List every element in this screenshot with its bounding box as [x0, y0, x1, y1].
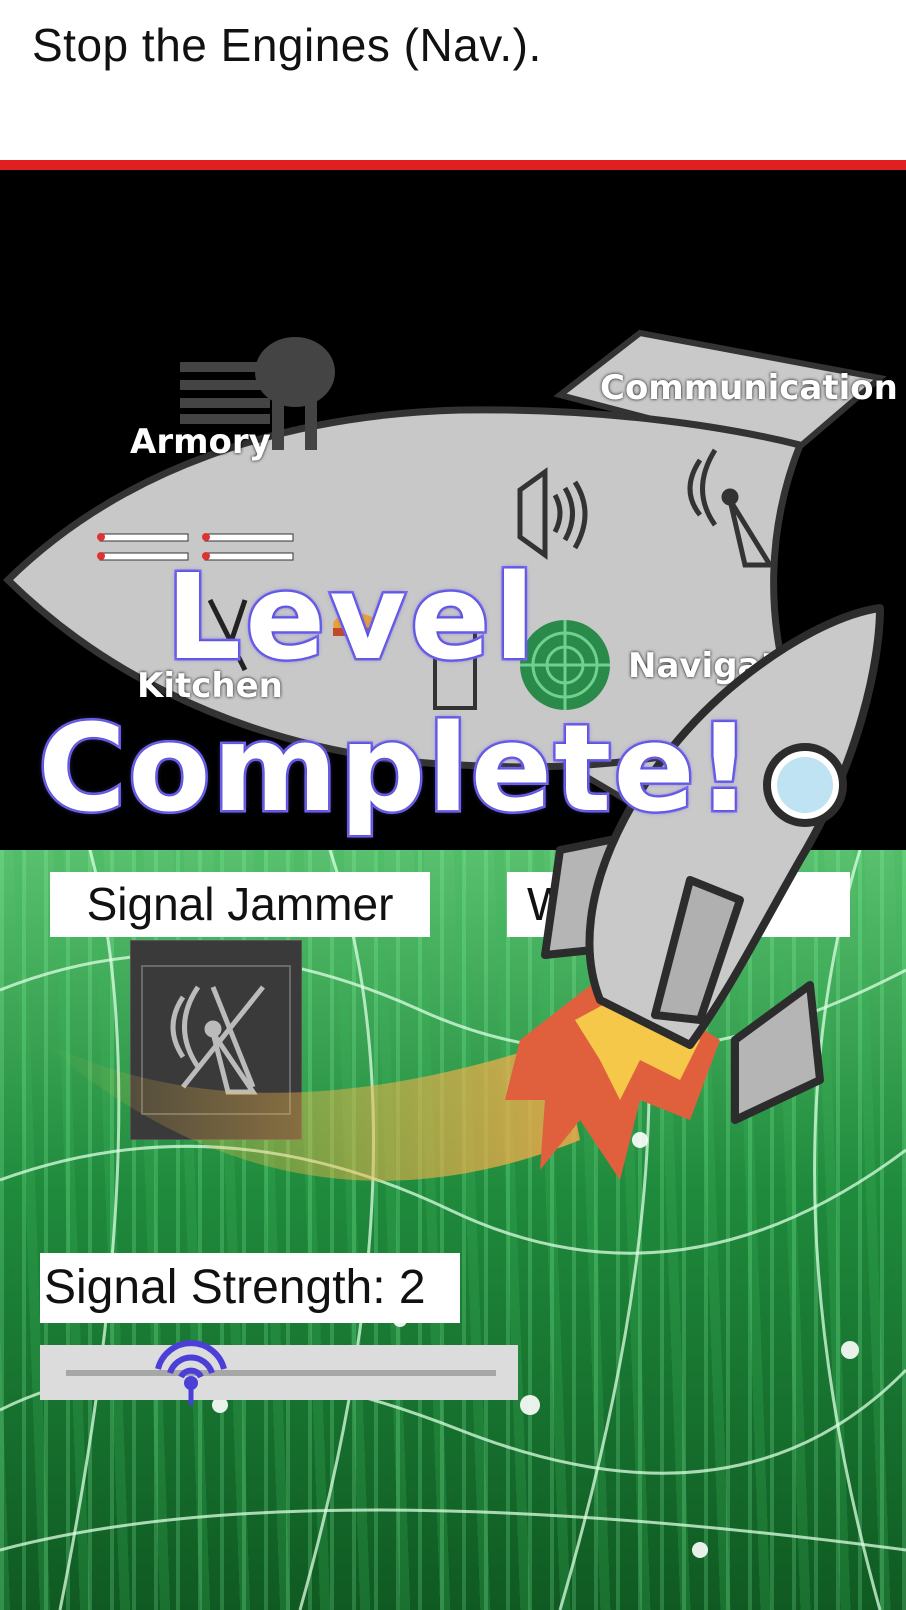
utensils-icon	[207, 598, 248, 672]
flame-trail	[40, 1040, 580, 1181]
radar-icon	[520, 620, 610, 710]
missiles-icon	[97, 533, 294, 561]
slider-track	[66, 1370, 496, 1376]
gatling-gun-icon	[180, 337, 335, 450]
signal-strength-slider[interactable]	[40, 1340, 518, 1405]
header-bar: Stop the Engines (Nav.).	[0, 0, 906, 160]
satellite-dish-icon	[687, 448, 775, 568]
burger-icon	[333, 613, 377, 637]
signal-strength-label: Signal Strength: 2	[40, 1253, 460, 1323]
rocket-body	[541, 604, 884, 1124]
speaker-icon	[517, 467, 588, 560]
wifi-signal-thumb-icon[interactable]	[146, 1331, 236, 1411]
header-divider	[0, 160, 906, 170]
signal-jammer-label: Signal Jammer	[50, 872, 430, 937]
task-title: Stop the Engines (Nav.).	[32, 19, 542, 71]
room-label-armory[interactable]: Armory	[130, 422, 271, 462]
jammed-satellite-icon	[170, 985, 265, 1095]
room-label-kitchen[interactable]: Kitchen	[137, 666, 283, 706]
room-label-communication[interactable]: Communication	[600, 368, 898, 408]
fridge-icon	[433, 616, 477, 710]
